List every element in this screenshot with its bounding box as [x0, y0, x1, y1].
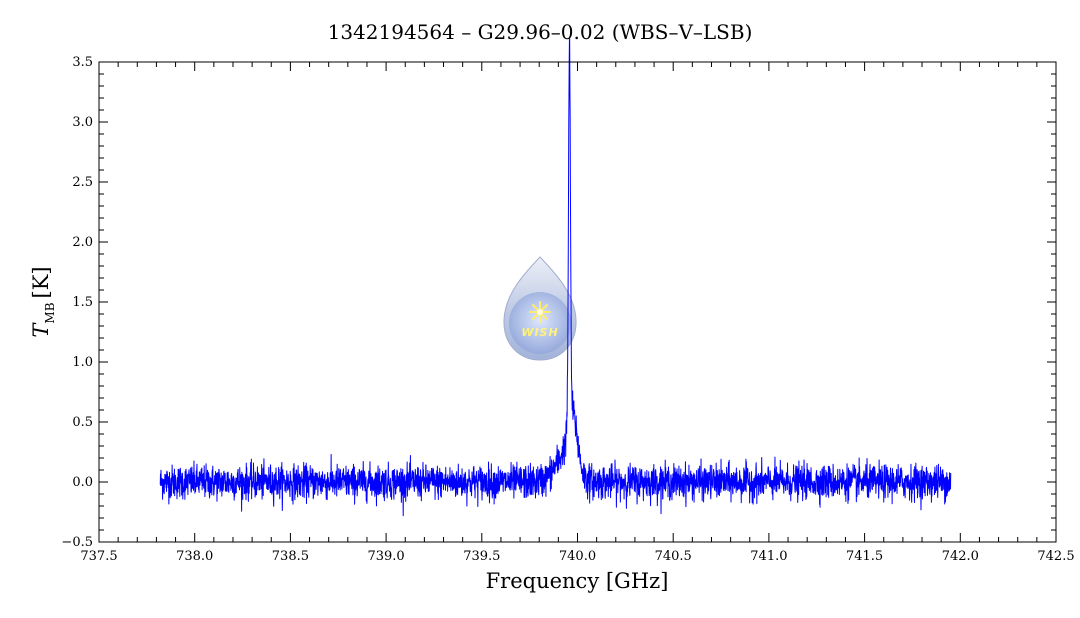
wish-star-core	[537, 309, 543, 315]
wish-logo-text: WISH	[521, 326, 558, 339]
y-axis-title-main: T	[29, 322, 53, 338]
x-tick-label: 738.5	[272, 549, 309, 564]
x-tick-label: 742.0	[942, 549, 979, 564]
x-tick-label: 740.0	[559, 549, 596, 564]
x-tick-label: 741.0	[750, 549, 787, 564]
plot-frame	[98, 61, 1057, 543]
y-tick-label: 1.5	[72, 295, 93, 310]
y-axis-title-sub: MB	[43, 302, 57, 323]
axis-tick-labels: 737.5 738.0 738.5 739.0 739.5 740.0 740.5 741.0…	[61, 55, 1074, 564]
x-tick-label: 741.5	[846, 549, 883, 564]
axis-ticks	[98, 61, 1057, 543]
wish-logo: WISH	[503, 256, 577, 361]
y-tick-label: 1.0	[72, 355, 93, 370]
x-tick-label: 737.5	[80, 549, 117, 564]
y-tick-label: 2.0	[72, 235, 93, 250]
x-tick-label: 739.0	[367, 549, 404, 564]
spectrum-line	[159, 37, 952, 517]
y-tick-label: 3.5	[72, 55, 93, 70]
x-tick-label: 739.5	[463, 549, 500, 564]
y-axis-title-unit: [K]	[29, 266, 53, 298]
y-tick-label: 0.0	[72, 475, 93, 490]
y-tick-label: −0.5	[61, 535, 93, 550]
y-tick-label: 2.5	[72, 175, 93, 190]
y-axis-title: TMB [K]	[29, 266, 57, 337]
x-axis-title: Frequency [GHz]	[486, 569, 669, 593]
chart-title: 1342194564 – G29.96–0.02 (WBS–V–LSB)	[328, 20, 753, 44]
y-tick-label: 3.0	[72, 115, 93, 130]
svg-text:TMB[K]: TMB [K]	[29, 266, 57, 337]
x-tick-label: 740.5	[655, 549, 692, 564]
x-tick-label: 742.5	[1037, 549, 1074, 564]
x-tick-label: 738.0	[176, 549, 213, 564]
y-tick-label: 0.5	[72, 415, 93, 430]
